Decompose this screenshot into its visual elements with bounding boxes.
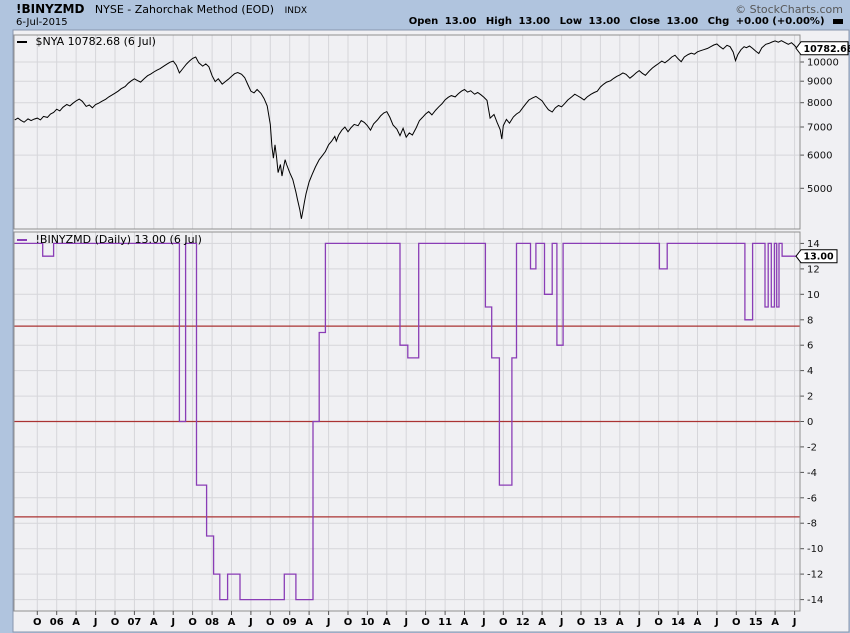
x-axis-label: A (538, 617, 546, 628)
binyzmd-series-line (14, 242, 800, 601)
y-axis-label: 10 (807, 290, 820, 301)
x-axis-label: J (403, 617, 408, 628)
y-axis-label: -6 (807, 493, 817, 504)
y-axis-label: 6000 (807, 151, 832, 162)
symbol-description: NYSE - Zahorchak Method (EOD) (94, 3, 275, 16)
y-axis-label: -8 (807, 519, 817, 530)
y-axis-label: 14 (807, 239, 820, 250)
binyzmd-line-marker-icon (17, 239, 27, 241)
last-value-text: 10782.68 (804, 44, 850, 55)
x-axis-label: O (188, 617, 197, 628)
x-axis-label: O (654, 617, 663, 628)
x-axis-label: 12 (516, 617, 530, 628)
y-axis-label: 8000 (807, 98, 832, 109)
x-axis-label: A (383, 617, 391, 628)
x-axis-label: 10 (360, 617, 374, 628)
chart-title: !BINYZMD NYSE - Zahorchak Method (EOD) I… (16, 2, 307, 16)
high-value: 13.00 (518, 16, 551, 27)
y-axis-label: -14 (807, 595, 823, 606)
quote-summary: Open 13.00 High 13.00 Low 13.00 Close 13… (403, 16, 843, 27)
nya-line-marker-icon (17, 41, 27, 43)
last-value-box (795, 41, 849, 56)
low-label: Low (559, 16, 583, 27)
y-axis-label: 5000 (807, 184, 832, 195)
x-axis-label: J (170, 617, 175, 628)
x-axis-label: J (326, 617, 331, 628)
x-axis-label: A (228, 617, 236, 628)
x-axis-label: O (577, 617, 586, 628)
x-axis-label: J (481, 617, 486, 628)
x-axis-label: O (732, 617, 741, 628)
y-axis-label: 2 (807, 392, 813, 403)
x-axis-label: O (33, 617, 42, 628)
y-axis-label: 4 (807, 366, 813, 377)
x-axis-label: 06 (50, 617, 64, 628)
x-axis-label: J (248, 617, 253, 628)
x-axis-label: O (421, 617, 430, 628)
y-axis-label: -4 (807, 468, 817, 479)
y-axis-label: 7000 (807, 123, 832, 134)
last-value-text: 13.00 (804, 252, 834, 263)
open-value: 13.00 (444, 16, 477, 27)
x-axis-label: A (771, 617, 779, 628)
x-axis-label: A (150, 617, 158, 628)
y-axis-label: 0 (807, 417, 813, 428)
x-axis-label: O (344, 617, 353, 628)
last-value-box (795, 249, 838, 264)
binyzmd-legend-text: !BINYZMD (Daily) 13.00 (6 Jul) (35, 233, 202, 246)
y-axis-label: -12 (807, 570, 823, 581)
x-axis-label: A (694, 617, 702, 628)
chg-label: Chg (707, 16, 730, 27)
nya-series-line (14, 40, 798, 219)
x-axis-label: J (792, 617, 797, 628)
x-axis-label: 13 (593, 617, 607, 628)
x-axis-label: J (93, 617, 98, 628)
chart-date: 6-Jul-2015 (16, 17, 68, 28)
x-axis-label: 15 (749, 617, 763, 628)
copyright-label: © StockCharts.com (735, 3, 843, 16)
x-axis-label: O (111, 617, 120, 628)
x-axis-label: J (714, 617, 719, 628)
x-axis-label: A (461, 617, 469, 628)
close-line-marker-icon (833, 18, 843, 24)
y-axis-label: 6 (807, 341, 813, 352)
panel-border (13, 231, 801, 612)
y-axis-label: 10000 (807, 58, 839, 69)
panel-border (13, 34, 801, 230)
close-value: 13.00 (666, 16, 699, 27)
x-axis-label: A (616, 617, 624, 628)
y-axis-label: 9000 (807, 77, 832, 88)
y-axis-label: -10 (807, 544, 823, 555)
y-axis-label: 8 (807, 315, 813, 326)
close-label: Close (629, 16, 661, 27)
chg-value: +0.00 (+0.00%) (735, 16, 825, 27)
x-axis-label: 09 (283, 617, 297, 628)
x-axis-label: 08 (205, 617, 219, 628)
nya-legend: $NYA 10782.68 (6 Jul) (17, 35, 156, 48)
x-axis-label: 11 (438, 617, 452, 628)
exchange-label: INDX (284, 6, 308, 16)
symbol-label: !BINYZMD (16, 2, 85, 16)
y-axis-label: 12 (807, 264, 820, 275)
low-value: 13.00 (588, 16, 621, 27)
x-axis-label: O (266, 617, 275, 628)
x-axis-label: O (499, 617, 508, 628)
x-axis-label: J (559, 617, 564, 628)
x-axis-label: A (72, 617, 80, 628)
binyzmd-legend: !BINYZMD (Daily) 13.00 (6 Jul) (17, 233, 202, 246)
x-axis-label: 14 (671, 617, 685, 628)
x-axis-label: J (636, 617, 641, 628)
x-axis-label: 07 (127, 617, 141, 628)
nya-legend-text: $NYA 10782.68 (6 Jul) (35, 35, 156, 48)
y-axis-label: -2 (807, 442, 817, 453)
open-label: Open (408, 16, 439, 27)
chart-area-background (12, 29, 850, 633)
high-label: High (485, 16, 512, 27)
x-axis-label: A (305, 617, 313, 628)
